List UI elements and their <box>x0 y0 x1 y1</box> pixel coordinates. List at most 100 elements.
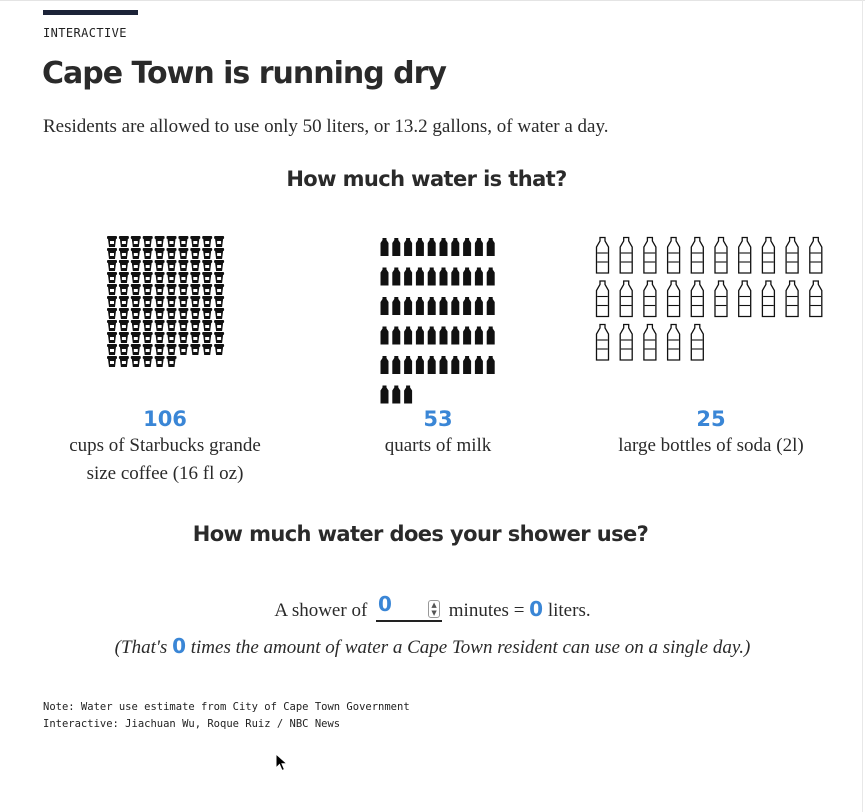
coffee-cup-icon <box>154 260 165 271</box>
coffee-cup-icon <box>214 260 225 271</box>
coffee-cup-icon <box>202 296 213 307</box>
coffee-description-line2: size coffee (16 fl oz) <box>86 463 244 484</box>
milk-carton-icon <box>404 356 413 374</box>
coffee-cup-icon <box>166 344 177 355</box>
soda-bottles-icon-grid <box>595 236 823 361</box>
milk-carton-icon <box>439 267 448 286</box>
coffee-cup-icon <box>154 356 165 367</box>
coffee-cup-icon <box>107 248 117 259</box>
coffee-cup-icon <box>107 344 117 355</box>
stepper-down-icon[interactable]: ▼ <box>431 609 437 617</box>
minutes-value[interactable]: 0 <box>378 592 392 616</box>
top-border <box>0 0 865 1</box>
coffee-cup-icon <box>190 296 201 307</box>
coffee-cup-icon <box>142 248 153 259</box>
comparison-text: (That's 0 times the amount of water a Ca… <box>0 634 865 659</box>
shower-calculator: A shower of 0 ▲ ▼ minutes = 0 liters. <box>0 592 865 622</box>
soda-bottle-icon <box>785 280 799 318</box>
soda-bottle-icon <box>666 236 681 274</box>
coffee-cup-icon <box>107 236 117 247</box>
soda-bottle-icon <box>738 236 752 274</box>
coffee-cup-icon <box>107 272 117 283</box>
coffee-cup-icon <box>178 284 189 295</box>
coffee-cup-icon <box>118 248 129 259</box>
soda-bottle-icon <box>809 236 823 274</box>
coffee-cup-icon <box>178 296 189 307</box>
soda-bottle-icon <box>595 280 610 318</box>
coffee-cup-icon <box>178 344 189 355</box>
milk-carton-icon <box>392 385 401 404</box>
shower-prefix: A shower of <box>274 600 368 621</box>
coffee-cup-icon <box>130 308 141 319</box>
minutes-input[interactable]: 0 ▲ ▼ <box>376 592 443 622</box>
milk-carton-icon <box>439 238 448 256</box>
milk-carton-icon <box>392 326 401 345</box>
milk-carton-icon <box>427 297 436 315</box>
minutes-stepper[interactable]: ▲ ▼ <box>428 600 441 618</box>
coffee-cup-icon <box>166 236 177 247</box>
coffee-cup-icon <box>166 260 177 271</box>
milk-carton-icon <box>474 267 483 286</box>
milk-carton-icon <box>404 385 413 404</box>
milk-icon-grid <box>313 232 563 404</box>
milk-carton-icon <box>451 356 460 374</box>
coffee-cup-icon <box>142 296 153 307</box>
soda-description-line1: large bottles of soda (2l) <box>618 435 804 456</box>
milk-carton-icon <box>392 356 401 374</box>
milk-carton-icon <box>486 238 495 256</box>
coffee-cup-icon <box>142 344 153 355</box>
coffee-cup-icon <box>142 284 153 295</box>
milk-carton-icon <box>486 267 495 286</box>
coffee-cup-icon <box>142 272 153 283</box>
milk-carton-icon <box>463 267 472 286</box>
soda-bottle-icon <box>714 236 728 274</box>
milk-carton-icon <box>474 238 483 256</box>
milk-carton-icon <box>486 297 495 315</box>
soda-icon-grid <box>586 232 836 398</box>
coffee-cup-icon <box>130 248 141 259</box>
coffee-cup-icon <box>154 308 165 319</box>
coffee-cup-icon <box>118 296 129 307</box>
coffee-cup-icon <box>107 284 117 295</box>
milk-count: 53 <box>423 407 453 431</box>
milk-carton-icon <box>415 326 424 345</box>
milk-carton-icon <box>392 297 401 315</box>
equivalent-milk: 53 quarts of milk <box>313 232 563 460</box>
coffee-count: 106 <box>143 407 187 431</box>
coffee-cup-icon <box>130 332 141 343</box>
coffee-cup-icon <box>202 344 213 355</box>
soda-bottle-icon <box>619 323 633 361</box>
milk-carton-icon <box>380 297 389 315</box>
source-note: Note: Water use estimate from City of Ca… <box>43 701 410 713</box>
coffee-cup-icon <box>190 236 201 247</box>
equivalents-heading: How much water is that? <box>286 167 567 191</box>
milk-carton-icon <box>474 356 483 374</box>
coffee-cup-icon <box>142 236 153 247</box>
coffee-cup-icon <box>214 344 225 355</box>
subtitle: Residents are allowed to use only 50 lit… <box>43 116 609 137</box>
soda-bottle-icon <box>619 236 633 274</box>
milk-carton-icon <box>380 238 389 256</box>
milk-carton-icon <box>415 267 424 286</box>
milk-carton-icon <box>463 326 472 345</box>
soda-bottle-icon <box>738 280 752 318</box>
coffee-cup-icon <box>107 356 117 367</box>
coffee-cup-icon <box>166 272 177 283</box>
milk-carton-icon <box>380 385 389 404</box>
milk-carton-icon <box>463 238 472 256</box>
milk-carton-icon <box>486 356 495 374</box>
stepper-up-icon[interactable]: ▲ <box>431 601 437 609</box>
milk-carton-icon <box>427 356 436 374</box>
coffee-cup-icon <box>107 332 117 343</box>
coffee-cups-icon-grid <box>107 236 225 367</box>
coffee-cup-icon <box>190 260 201 271</box>
coffee-cup-icon <box>130 260 141 271</box>
soda-bottle-icon <box>643 323 657 361</box>
milk-carton-icon <box>427 267 436 286</box>
coffee-cup-icon <box>178 248 189 259</box>
coffee-cup-icon <box>118 272 129 283</box>
soda-bottle-icon <box>595 236 610 274</box>
coffee-cup-icon <box>118 332 129 343</box>
coffee-cup-icon <box>166 296 177 307</box>
coffee-cup-icon <box>190 320 201 331</box>
